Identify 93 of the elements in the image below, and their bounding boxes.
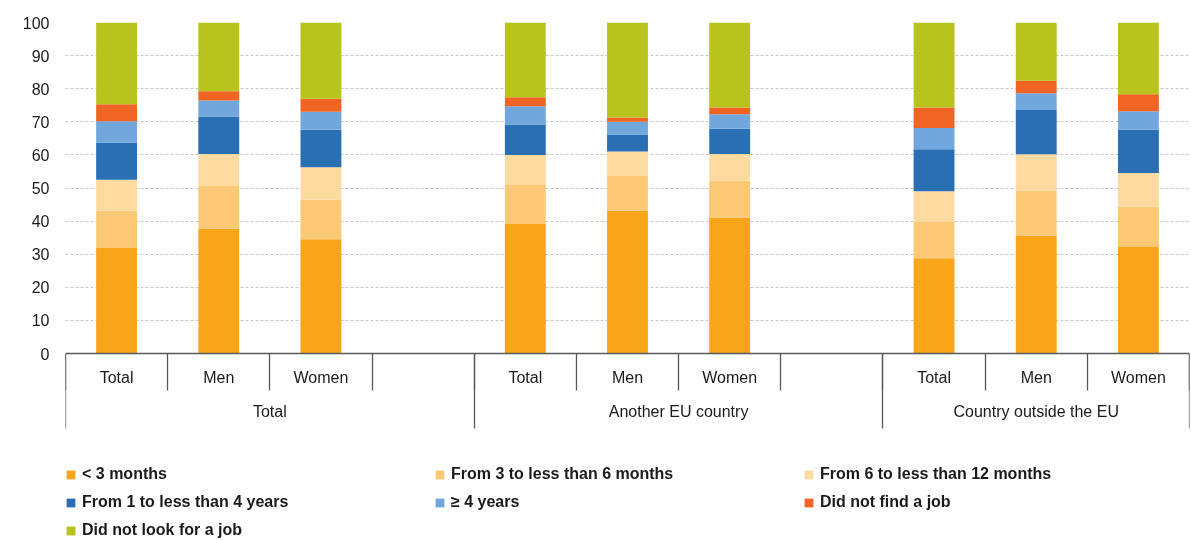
bar [96, 179, 138, 211]
bar [300, 239, 342, 354]
y-tick-label: 100 [22, 14, 50, 32]
y-tick-label: 90 [31, 47, 50, 65]
bar [96, 104, 138, 122]
bar [300, 199, 342, 240]
bar [607, 22, 648, 118]
bar [1117, 173, 1159, 207]
bar [96, 210, 138, 248]
x-tick-label: Total [508, 368, 543, 386]
bar [913, 107, 955, 129]
text: Total [252, 402, 287, 420]
x-tick-label: Women [1110, 368, 1166, 386]
legend-label: Did not find a job [820, 492, 952, 512]
bar [607, 210, 648, 354]
bar [198, 186, 240, 229]
y-tick-label: 50 [31, 180, 50, 197]
bar [607, 117, 648, 122]
bar [709, 128, 751, 154]
bar [198, 228, 240, 354]
bar [504, 224, 546, 354]
bar [96, 142, 138, 180]
y-tick-label: 20 [31, 279, 50, 297]
x-tick-label: Men [1020, 368, 1052, 386]
bar [1015, 80, 1057, 94]
bar [1117, 22, 1159, 95]
bar [504, 124, 546, 155]
bar [198, 22, 240, 92]
bar [1117, 129, 1159, 174]
bar [1117, 94, 1159, 112]
bar [709, 22, 751, 108]
y-tick-label: 70 [31, 113, 50, 131]
bar [913, 22, 955, 108]
text: Another EU country [608, 402, 749, 420]
bar [504, 185, 546, 225]
bar [300, 22, 342, 99]
x-tick-label: Total [99, 368, 134, 386]
y-tick-label: 0 [40, 345, 50, 363]
bar [1117, 246, 1159, 354]
bar [198, 153, 240, 187]
legend-label: Did not look for a job [82, 520, 243, 540]
legend-label: From 1 to less than 4 years [82, 492, 290, 512]
bar [1015, 154, 1057, 191]
bar [300, 129, 342, 168]
bar [709, 114, 751, 129]
y-tick-label: 40 [31, 213, 50, 231]
bar [1015, 190, 1057, 236]
y-tick-label: 10 [31, 312, 50, 330]
x-tick-label: Women [293, 368, 349, 386]
bar [504, 22, 546, 98]
x-tick-label: Men [203, 368, 235, 386]
bar [1015, 93, 1057, 110]
legend-label: < 3 months [82, 464, 168, 484]
bar [1117, 206, 1159, 247]
bar [198, 100, 240, 117]
bar [607, 151, 648, 177]
bar [198, 91, 240, 101]
legend-label: From 3 to less than 6 months [451, 464, 675, 484]
bar [913, 222, 955, 259]
bar [709, 107, 751, 115]
bar [1015, 22, 1057, 81]
legend-label: ≥ 4 years [451, 492, 521, 512]
bar [96, 121, 138, 143]
bar [96, 22, 138, 105]
bar [504, 106, 546, 125]
bar [607, 176, 648, 211]
bar [709, 153, 751, 181]
bar [1117, 111, 1159, 130]
legend-label: From 6 to less than 12 months [820, 464, 1053, 484]
bar [1015, 235, 1057, 354]
bar [607, 134, 648, 152]
text: Country outside the EU [953, 402, 1119, 420]
x-tick-label: Women [702, 368, 758, 386]
bar [913, 149, 955, 192]
bar [607, 121, 648, 135]
bar [913, 128, 955, 150]
y-tick-label: 30 [31, 246, 50, 264]
bar [300, 167, 342, 200]
bar [709, 180, 751, 218]
bar [913, 258, 955, 354]
x-tick-label: Men [611, 368, 644, 386]
bar [96, 247, 138, 354]
bar [198, 116, 240, 154]
y-tick-label: 60 [31, 146, 50, 164]
bar [300, 111, 342, 130]
y-tick-label: 80 [31, 80, 50, 98]
bar [504, 154, 546, 186]
bar [913, 191, 955, 223]
bar [709, 217, 751, 354]
bar [1015, 109, 1057, 155]
bar [300, 98, 342, 112]
x-tick-label: Total [917, 368, 951, 386]
bar [504, 97, 546, 107]
